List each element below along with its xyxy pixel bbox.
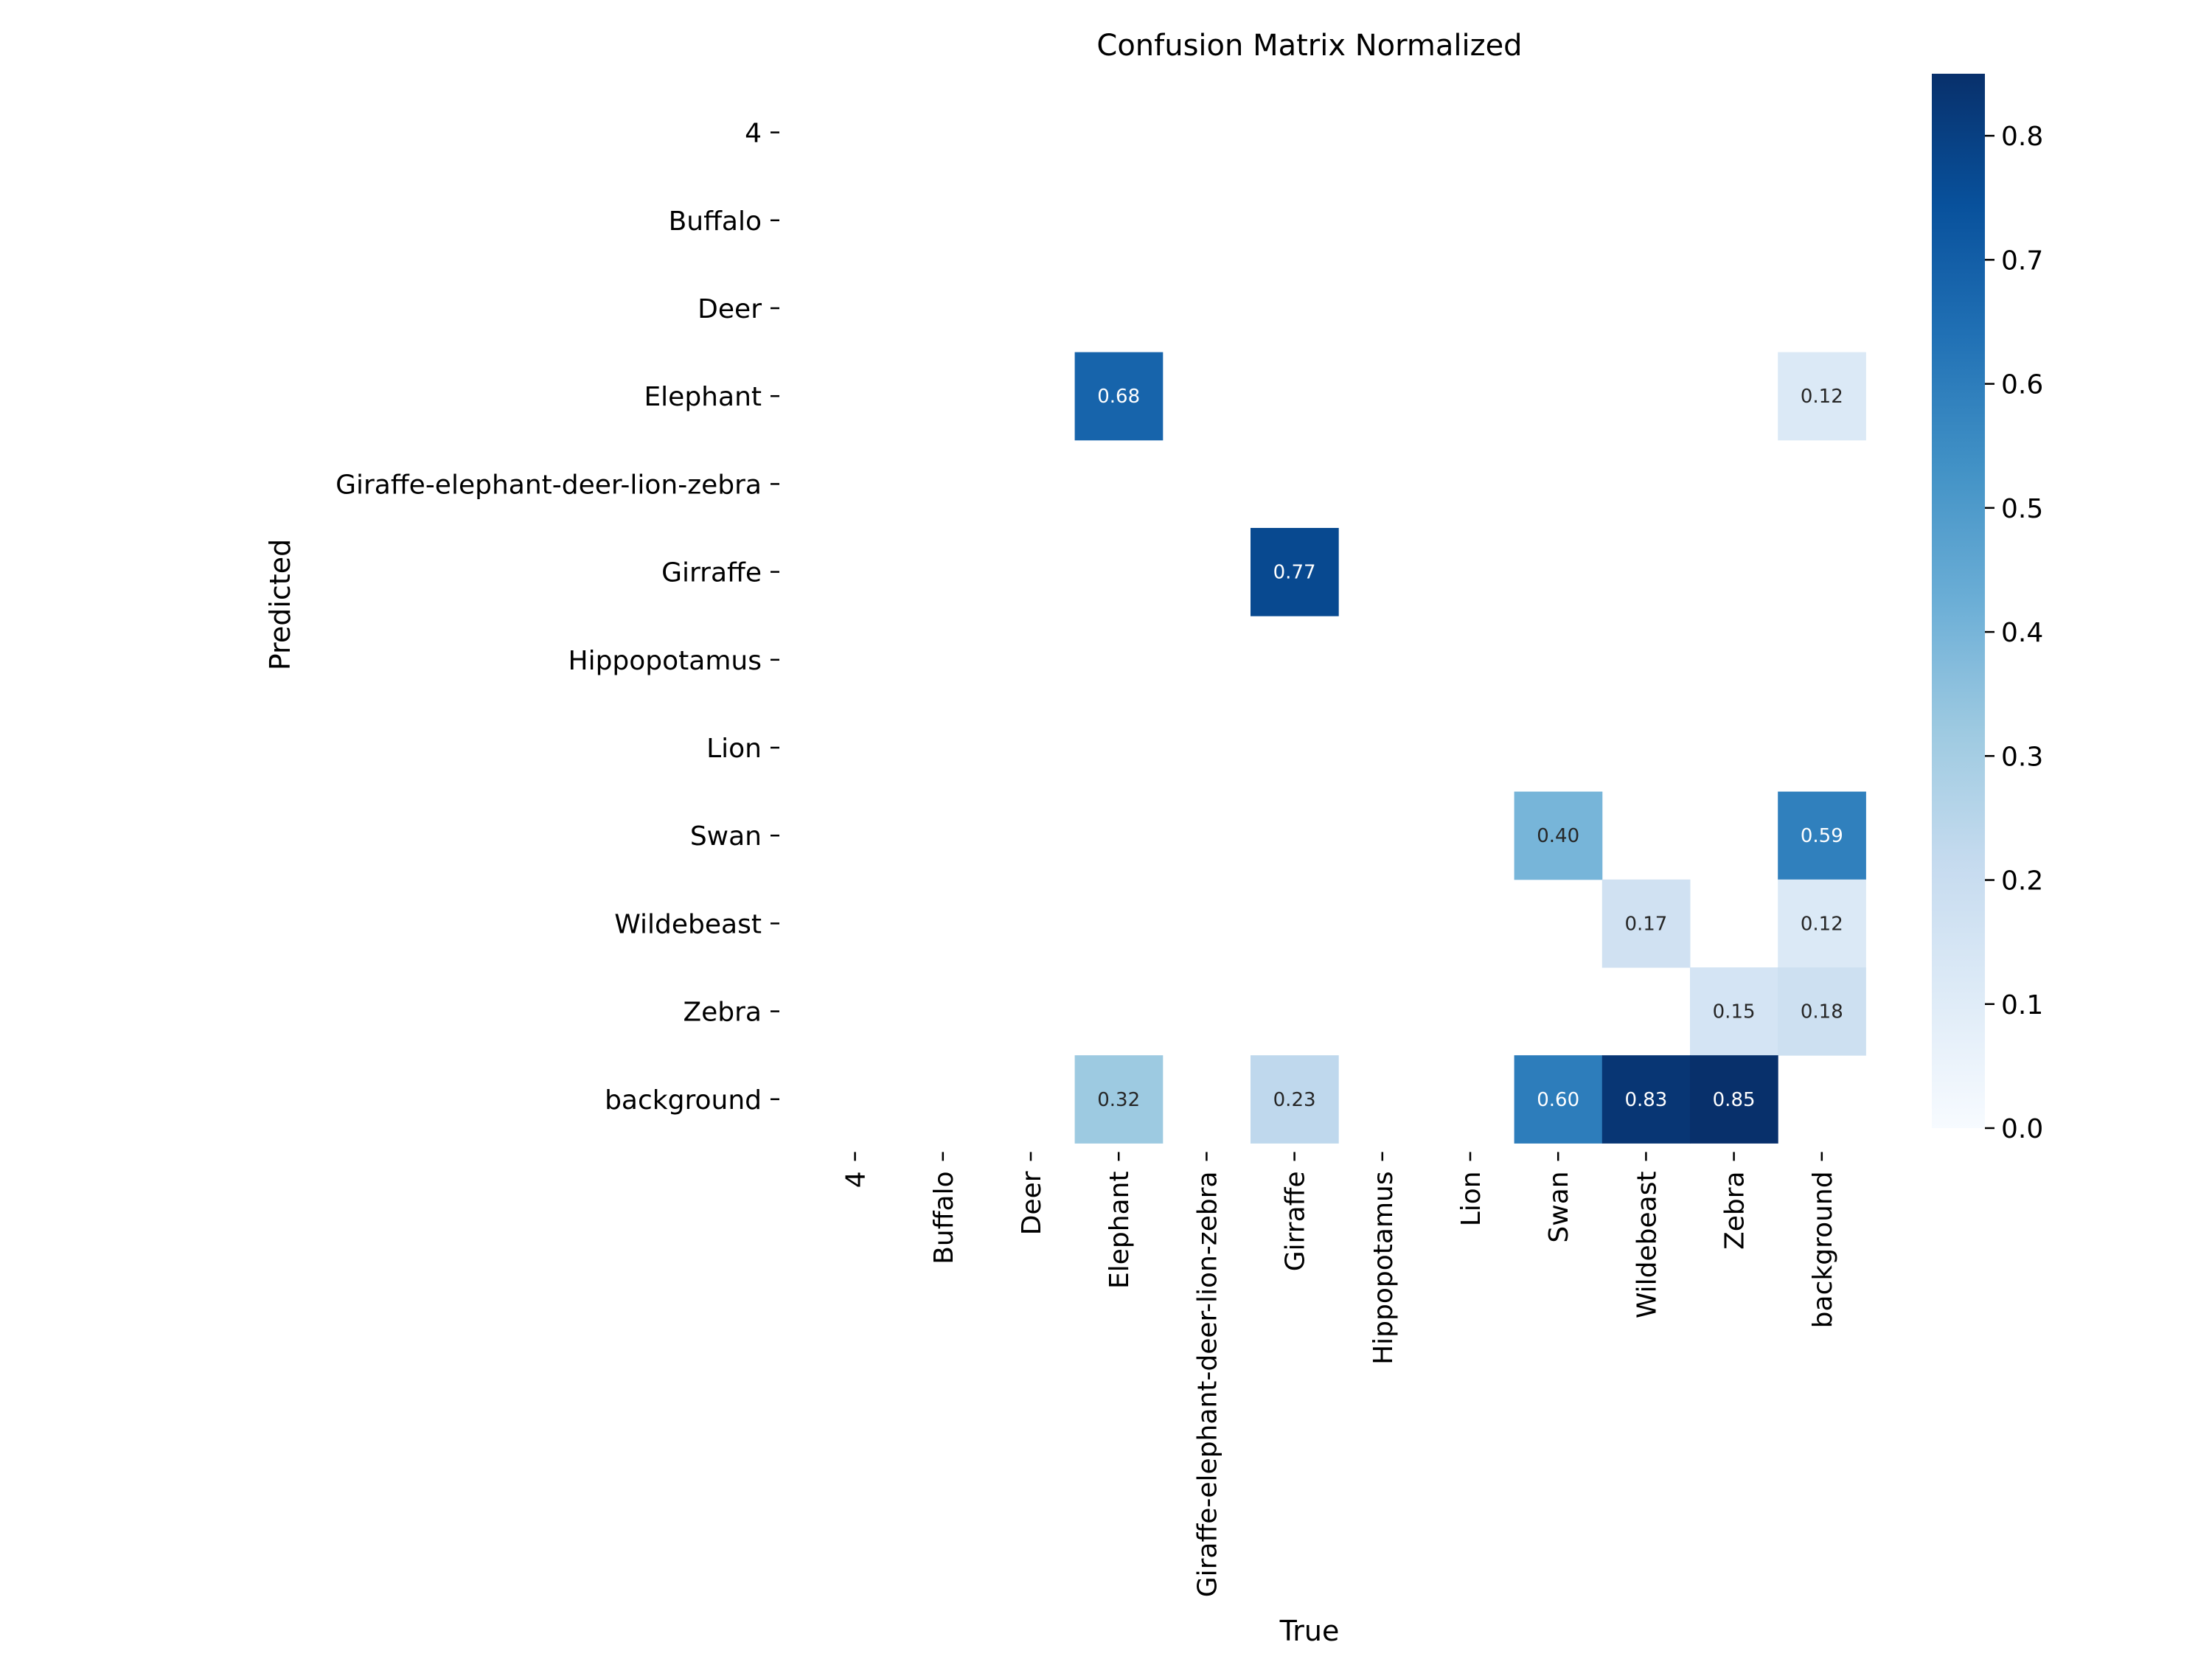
cell-value-label: 0.59 (1801, 825, 1843, 847)
heatmap-cell (1601, 879, 1691, 968)
colorbar-tick-label: 0.1 (2001, 990, 2043, 1020)
heatmap-cell (1514, 791, 1603, 880)
y-tick-label: 4 (745, 119, 762, 149)
cell-value-label: 0.17 (1624, 913, 1667, 935)
heatmap-cell (1778, 967, 1866, 1056)
chart-title: Confusion Matrix Normalized (1096, 29, 1522, 63)
heatmap-cell (1601, 1055, 1691, 1144)
heatmap-cell (1251, 528, 1339, 616)
x-tick-label: Buffalo (929, 1171, 959, 1264)
y-tick-label: Girraffe (661, 558, 762, 588)
x-tick-label: Swan (1544, 1171, 1574, 1242)
y-tick-labels: 4 Buffalo Deer Elephant Giraffe-elephant-dee… (335, 119, 779, 1116)
colorbar-tick-label: 0.5 (2001, 494, 2043, 524)
y-tick-label: Giraffe-elephant-deer-lion-zebra (335, 470, 762, 500)
cell-value-label: 0.60 (1537, 1089, 1579, 1111)
colorbar-tick-label: 0.0 (2001, 1114, 2043, 1144)
cell-value-label: 0.23 (1273, 1089, 1316, 1111)
x-tick-label: Hippopotamus (1368, 1171, 1399, 1365)
x-tick-labels: 4 Buffalo Deer Elephant Giraffe-elephant-dee… (841, 1152, 1838, 1597)
colorbar-tick-label: 0.6 (2001, 370, 2043, 400)
colorbar-tick-label: 0.2 (2001, 866, 2043, 897)
colorbar-tick-label: 0.7 (2001, 246, 2043, 276)
y-tick-label: Hippopotamus (568, 646, 762, 676)
cell-value-label: 0.18 (1801, 1001, 1843, 1023)
y-tick-label: Wildebeast (614, 909, 762, 939)
x-tick-label: 4 (841, 1171, 872, 1188)
cell-value-label: 0.68 (1097, 386, 1140, 408)
x-tick-label: Elephant (1105, 1171, 1135, 1289)
cell-value-label: 0.15 (1713, 1001, 1756, 1023)
x-tick-label: Girraffe (1281, 1171, 1311, 1271)
y-tick-label: Lion (706, 734, 762, 764)
y-axis-label: Predicted (264, 539, 296, 670)
y-tick-label: Zebra (683, 998, 762, 1028)
cell-value-label: 0.32 (1097, 1089, 1140, 1111)
colorbar-tick-label: 0.8 (2001, 122, 2043, 152)
y-tick-label: Elephant (644, 382, 762, 412)
cell-value-label: 0.77 (1273, 562, 1316, 584)
cell-value-label: 0.83 (1624, 1089, 1667, 1111)
cell-value-label: 0.12 (1801, 913, 1843, 935)
x-tick-label: Wildebeast (1632, 1171, 1662, 1318)
x-axis-label: True (1279, 1615, 1340, 1647)
y-tick-label: background (605, 1085, 762, 1116)
heatmap-cell (1690, 1055, 1778, 1144)
heatmap-cell (1778, 791, 1866, 880)
heatmap-cells: 0.68 0.12 0.77 0.40 0.59 0.17 0.12 0.15 0.18 0.32… (1074, 352, 1866, 1144)
x-tick-label: Lion (1456, 1171, 1486, 1226)
heatmap-cell (1074, 352, 1164, 441)
y-tick-label: Deer (698, 294, 762, 324)
heatmap-cell (1690, 967, 1778, 1056)
colorbar-tick-label: 0.4 (2001, 618, 2043, 648)
colorbar-tick-label: 0.3 (2001, 742, 2043, 772)
x-tick-label: Giraffe-elephant-deer-lion-zebra (1192, 1171, 1222, 1597)
heatmap-cell (1074, 1055, 1164, 1144)
cell-value-label: 0.85 (1713, 1089, 1756, 1111)
cell-value-label: 0.40 (1537, 825, 1579, 847)
x-tick-label: Deer (1017, 1171, 1047, 1235)
heatmap-cell (1778, 879, 1866, 968)
x-tick-label: background (1808, 1171, 1838, 1328)
heatmap-cell (1251, 1055, 1339, 1144)
cell-value-label: 0.12 (1801, 386, 1843, 408)
y-tick-label: Swan (690, 821, 762, 852)
y-tick-label: Buffalo (669, 206, 762, 237)
colorbar: 0.0 0.1 0.2 0.3 0.4 0.5 0.6 0.7 0.8 (1932, 74, 2043, 1144)
heatmap-cell (1514, 1055, 1603, 1144)
heatmap-cell (1778, 352, 1866, 441)
x-tick-label: Zebra (1720, 1171, 1750, 1250)
colorbar-gradient (1932, 74, 1985, 1128)
